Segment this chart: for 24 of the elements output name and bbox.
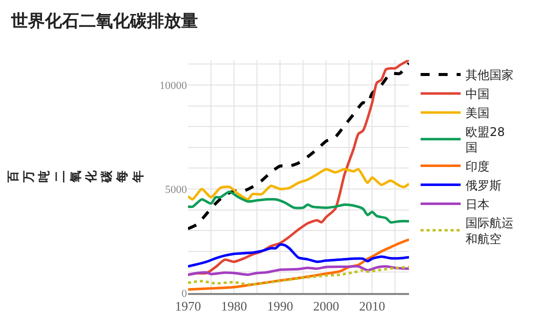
x-tick-label: 1990: [267, 298, 294, 314]
legend-label: 其他国家: [466, 68, 514, 82]
legend-label: 国际航运和航空: [466, 216, 514, 246]
y-tick-label: 5000: [165, 184, 188, 196]
x-tick-label: 2010: [359, 298, 386, 314]
legend-label: 印度: [466, 159, 490, 174]
chart-title: 世界化石二氧化碳排放量: [10, 12, 198, 32]
line-series: [188, 190, 409, 224]
legend-label: 俄罗斯: [466, 178, 502, 192]
legend-label: 欧盟28国: [466, 124, 505, 155]
text: 百万吨二氧化碳每年: [6, 170, 145, 182]
legend-label: 美国: [466, 106, 490, 120]
line-series: [188, 243, 409, 268]
line-series: [188, 62, 409, 230]
line-series: [188, 266, 409, 286]
x-tick-label: 2000: [313, 298, 340, 314]
legend-label: 中国: [466, 87, 490, 102]
legend-label: 日本: [466, 197, 490, 212]
line-series: [188, 264, 409, 276]
x-tick-label: 1970: [175, 298, 201, 314]
x-tick-label: 1980: [221, 298, 248, 314]
line-series: [188, 168, 409, 201]
y-tick-label: 0: [182, 288, 188, 300]
y-tick-label: 10000: [160, 80, 188, 92]
